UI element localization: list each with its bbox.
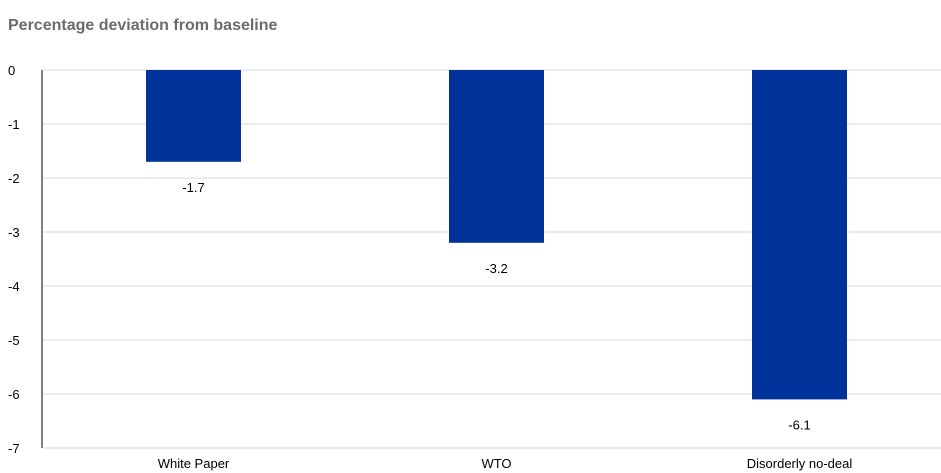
bar — [752, 70, 847, 400]
x-category-label: WTO — [481, 456, 511, 471]
data-label: -1.7 — [182, 180, 204, 195]
bars — [146, 70, 847, 400]
data-label: -3.2 — [485, 261, 507, 276]
y-tick-label: -1 — [8, 117, 20, 132]
data-label: -6.1 — [788, 417, 810, 432]
bar — [449, 70, 544, 243]
bar — [146, 70, 241, 162]
y-tick-label: -4 — [8, 279, 20, 294]
labels: 0 -1 -2 -3 -4 -5 -6 -7 -1.7 White Paper -3.2 WTO -6.… — [8, 63, 852, 471]
y-tick-label: -2 — [8, 171, 20, 186]
y-tick-label: -3 — [8, 225, 20, 240]
y-tick-label: -5 — [8, 333, 20, 348]
x-category-label: Disorderly no-deal — [747, 456, 853, 471]
chart-title: Percentage deviation from baseline — [8, 17, 278, 34]
y-tick-label: -7 — [8, 441, 20, 456]
x-category-label: White Paper — [158, 456, 230, 471]
y-tick-label: -6 — [8, 387, 20, 402]
y-tick-label: 0 — [8, 63, 15, 78]
